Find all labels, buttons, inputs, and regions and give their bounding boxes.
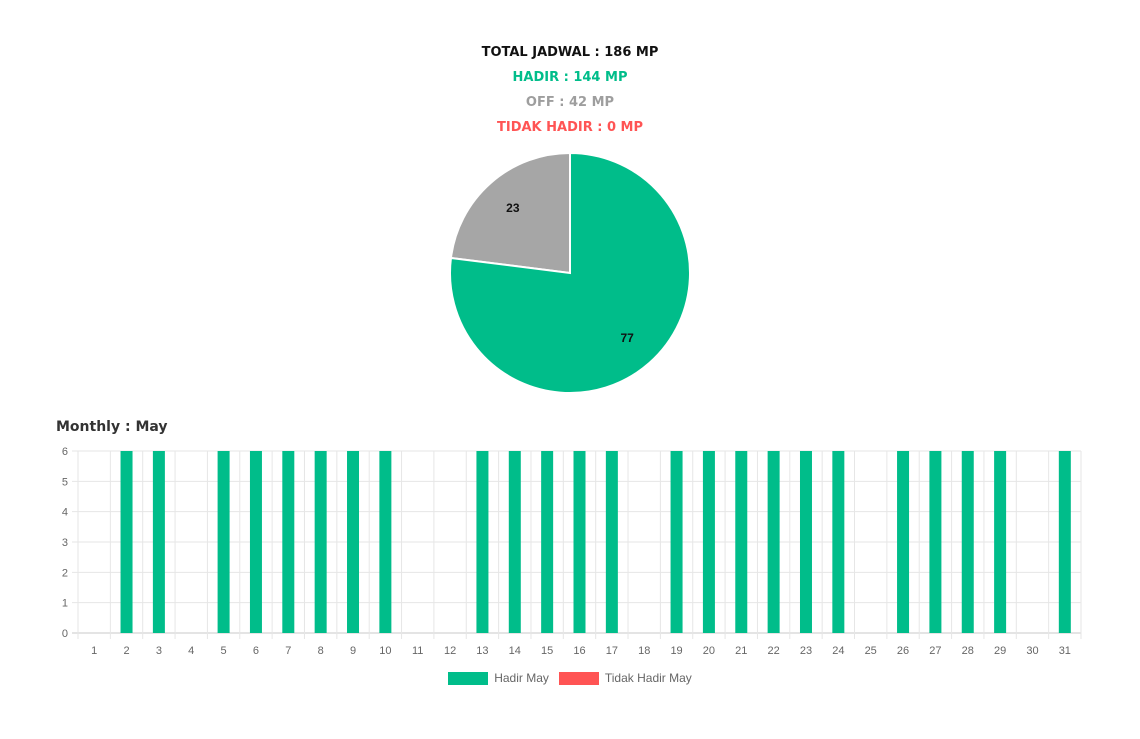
legend-swatch-hadir [448, 671, 489, 685]
bar-hadir-day-7[interactable] [282, 451, 295, 633]
off-count-text: OFF : 42 MP [525, 95, 615, 110]
x-tick-label: 11 [412, 645, 423, 657]
bar-hadir-day-27[interactable] [929, 451, 942, 633]
legend-item-hadir[interactable]: Hadir May [448, 671, 549, 685]
x-tick-label: 23 [800, 645, 812, 657]
x-tick-label: 27 [929, 645, 941, 657]
bar-hadir-day-23[interactable] [799, 451, 812, 633]
x-tick-label: 19 [670, 645, 682, 657]
x-tick-label: 16 [573, 645, 585, 657]
y-tick-label: 3 [62, 537, 68, 549]
bar-hadir-day-2[interactable] [120, 451, 133, 633]
x-tick-label: 13 [476, 645, 488, 657]
x-tick-label: 24 [832, 645, 844, 657]
attendance-pie-chart: 23 77 [449, 151, 691, 394]
bar-hadir-day-14[interactable] [508, 451, 521, 633]
x-tick-label: 29 [994, 645, 1006, 657]
legend-label-hadir: Hadir May [494, 671, 549, 685]
absent-count-text: TIDAK HADIR : 0 MP [496, 120, 644, 135]
x-tick-label: 18 [638, 645, 650, 657]
x-tick-label: 6 [253, 645, 259, 657]
x-tick-label: 15 [541, 645, 553, 657]
legend-swatch-tidak-hadir [558, 671, 599, 685]
bar-hadir-day-16[interactable] [573, 451, 586, 633]
bar-hadir-day-10[interactable] [379, 451, 392, 633]
y-tick-label: 0 [62, 628, 68, 640]
bar-hadir-day-8[interactable] [314, 451, 327, 633]
monthly-chart-title: Monthly : May [56, 419, 168, 435]
bar-chart-legend: Hadir May Tidak Hadir May [0, 671, 1140, 685]
x-tick-label: 26 [897, 645, 909, 657]
bar-hadir-day-20[interactable] [702, 451, 715, 633]
bar-hadir-day-6[interactable] [249, 451, 262, 633]
bar-hadir-day-17[interactable] [605, 451, 618, 633]
bar-hadir-day-5[interactable] [217, 451, 230, 633]
x-tick-label: 12 [444, 645, 456, 657]
x-tick-label: 30 [1026, 645, 1038, 657]
attendance-summary: TOTAL JADWAL : 186 MP HADIR : 144 MP OFF… [0, 40, 1140, 140]
pie-slice-0[interactable] [449, 151, 571, 275]
x-tick-label: 8 [318, 645, 324, 657]
pie-slice-1[interactable] [449, 151, 691, 394]
bar-hadir-day-9[interactable] [347, 451, 360, 633]
present-count-text: HADIR : 144 MP [512, 70, 628, 85]
x-tick-label: 4 [188, 645, 194, 657]
bar-hadir-day-28[interactable] [961, 451, 974, 633]
x-tick-label: 5 [221, 645, 227, 657]
pie-slice-label-0: 23 [506, 201, 520, 215]
x-tick-label: 28 [962, 645, 974, 657]
y-tick-label: 2 [62, 567, 68, 579]
y-tick-label: 1 [62, 598, 68, 610]
total-schedule-text: TOTAL JADWAL : 186 MP [481, 45, 659, 60]
legend-item-tidak-hadir[interactable]: Tidak Hadir May [558, 671, 692, 685]
x-tick-label: 17 [606, 645, 618, 657]
x-tick-label: 22 [768, 645, 780, 657]
x-tick-label: 9 [350, 645, 356, 657]
x-tick-label: 14 [509, 645, 521, 657]
bar-hadir-day-22[interactable] [767, 451, 780, 633]
bar-hadir-day-29[interactable] [994, 451, 1007, 633]
x-tick-label: 10 [379, 645, 391, 657]
y-tick-label: 6 [62, 446, 68, 458]
bar-hadir-day-19[interactable] [670, 451, 683, 633]
x-tick-label: 25 [865, 645, 877, 657]
bar-hadir-day-24[interactable] [832, 451, 845, 633]
bar-hadir-day-21[interactable] [735, 451, 748, 633]
bar-hadir-day-15[interactable] [541, 451, 554, 633]
bar-hadir-day-3[interactable] [152, 451, 165, 633]
bar-hadir-day-31[interactable] [1058, 451, 1071, 633]
pie-slice-label-1: 77 [620, 331, 634, 345]
bar-hadir-day-26[interactable] [897, 451, 910, 633]
x-tick-label: 1 [91, 645, 97, 657]
x-tick-label: 31 [1059, 645, 1071, 657]
x-tick-label: 3 [156, 645, 162, 657]
legend-label-tidak-hadir: Tidak Hadir May [604, 671, 692, 685]
y-tick-label: 4 [62, 507, 68, 519]
x-tick-label: 20 [703, 645, 715, 657]
y-tick-label: 5 [62, 476, 68, 488]
bar-hadir-day-13[interactable] [476, 451, 489, 633]
x-tick-label: 7 [285, 645, 291, 657]
x-tick-label: 2 [123, 645, 129, 657]
x-tick-label: 21 [735, 645, 747, 657]
